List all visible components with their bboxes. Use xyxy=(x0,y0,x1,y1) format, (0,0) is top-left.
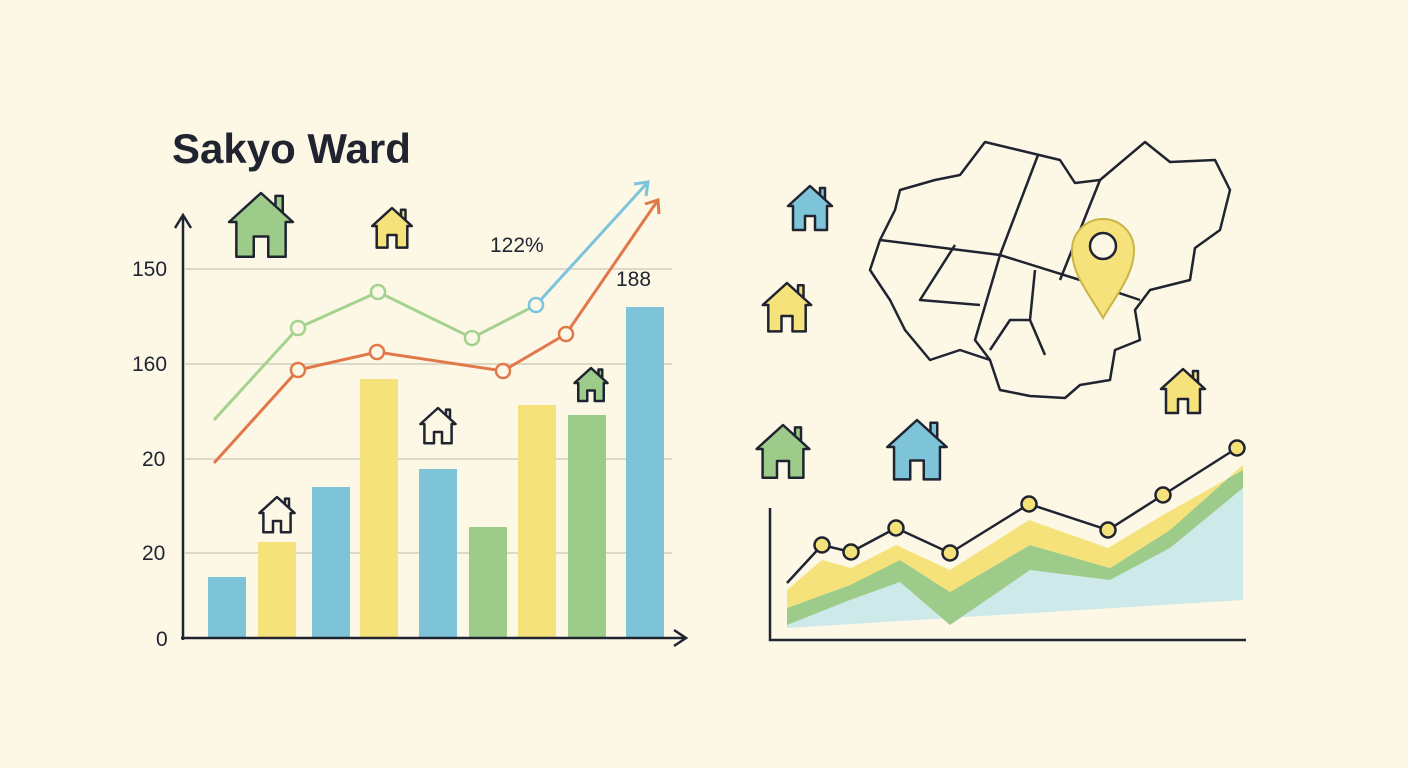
house-icon xyxy=(786,184,834,232)
axis-label: 20 xyxy=(142,542,165,565)
axis-label: 150 xyxy=(132,258,167,281)
house-icon xyxy=(573,366,609,403)
trend-line xyxy=(212,198,661,465)
point xyxy=(557,325,575,343)
point xyxy=(813,536,831,554)
area xyxy=(787,488,1243,628)
title: Sakyo Ward xyxy=(172,125,411,172)
bar xyxy=(360,379,398,638)
axis xyxy=(181,628,689,648)
point xyxy=(289,319,307,337)
house-shape xyxy=(573,366,609,403)
house-shape xyxy=(258,495,296,534)
bar xyxy=(518,405,556,638)
house-shape xyxy=(755,423,811,480)
bar xyxy=(626,307,664,638)
annotation: 122% xyxy=(490,234,544,257)
house-icon xyxy=(1159,367,1207,415)
point xyxy=(463,329,481,347)
house-shape xyxy=(227,191,295,259)
point xyxy=(1228,439,1246,457)
bar xyxy=(568,415,606,638)
bar xyxy=(469,527,507,638)
bar xyxy=(258,542,296,638)
house-icon xyxy=(755,423,811,480)
bar xyxy=(419,469,457,638)
axis-label: 0 xyxy=(156,628,168,651)
house-icon xyxy=(419,406,457,445)
house-icon xyxy=(761,281,813,333)
axis xyxy=(768,508,1246,642)
house-shape xyxy=(1159,367,1207,415)
point xyxy=(1154,486,1172,504)
house-icon xyxy=(886,418,948,481)
point xyxy=(289,361,307,379)
bar xyxy=(208,577,246,638)
point xyxy=(494,362,512,380)
point xyxy=(887,519,905,537)
area xyxy=(787,465,1243,625)
point xyxy=(368,343,386,361)
house-icon xyxy=(227,191,295,259)
area xyxy=(787,465,1243,608)
point xyxy=(369,283,387,301)
house-icon xyxy=(370,206,414,249)
point xyxy=(1099,521,1117,539)
bar xyxy=(312,487,350,638)
axis-label: 20 xyxy=(142,448,165,471)
house-shape xyxy=(419,406,457,445)
map-pin xyxy=(1070,218,1136,321)
trend-line xyxy=(534,180,650,307)
house-shape xyxy=(886,418,948,481)
point xyxy=(527,296,545,314)
map-pin-hole xyxy=(1088,231,1118,261)
point xyxy=(842,543,860,561)
house-shape xyxy=(370,206,414,249)
house-shape xyxy=(786,184,834,232)
point xyxy=(941,544,959,562)
house-shape xyxy=(761,281,813,333)
house-icon xyxy=(258,495,296,534)
axis xyxy=(173,212,193,640)
annotation: 188 xyxy=(616,268,651,291)
axis-label: 160 xyxy=(132,353,167,376)
point xyxy=(1020,495,1038,513)
